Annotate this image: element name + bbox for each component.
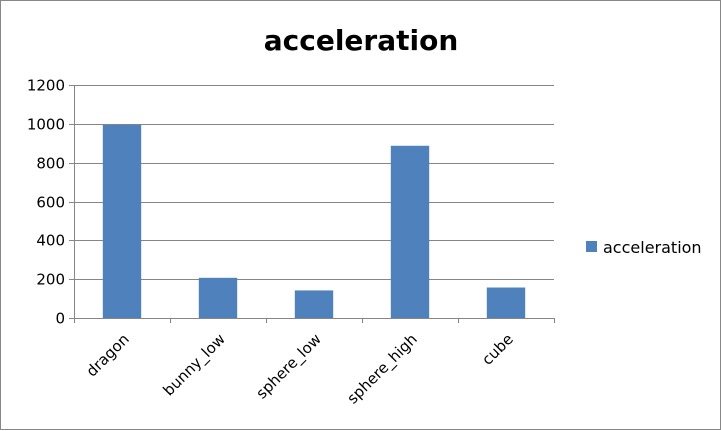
y-tick-label: 1200 [27, 77, 65, 95]
y-tick-label: 200 [36, 271, 65, 289]
legend-swatch [586, 241, 597, 252]
bar-bunny_low [198, 277, 238, 318]
x-axis: dragon bunny_low sphere_low sphere_high cube [74, 318, 555, 408]
y-tick-label: 800 [36, 155, 65, 173]
legend-label: acceleration [603, 238, 702, 257]
x-tick-label: dragon [83, 330, 133, 380]
y-tick-label: 600 [36, 194, 65, 212]
x-tick-label: sphere_low [253, 330, 326, 403]
x-tick-label: bunny_low [159, 330, 229, 400]
bar-cube [486, 287, 526, 318]
chart-title: acceleration [264, 24, 459, 57]
gridlines [74, 85, 554, 280]
y-tick-label: 0 [55, 310, 65, 328]
y-tick-label: 400 [36, 232, 65, 250]
bars [102, 124, 526, 318]
x-tick-label: sphere_high [344, 330, 422, 408]
y-tick-label: 1000 [27, 116, 65, 134]
legend: acceleration [586, 238, 702, 257]
bar-dragon [102, 124, 142, 318]
bar-sphere_low [294, 290, 334, 318]
x-tick-label: cube [478, 330, 517, 369]
y-axis: 0 200 400 600 800 1000 1200 [27, 77, 75, 328]
bar-sphere_high [390, 145, 430, 318]
